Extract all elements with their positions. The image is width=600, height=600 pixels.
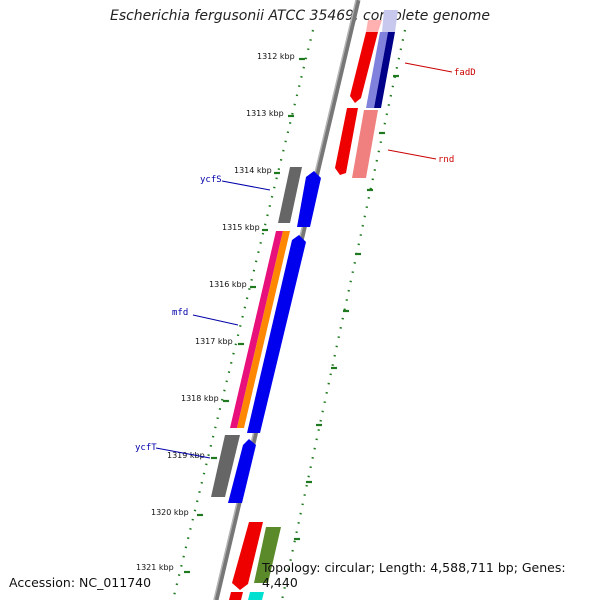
gene-lower-red-2[interactable] (229, 592, 243, 600)
label-line-mfd (192, 314, 239, 326)
gene-label-rnd[interactable]: rnd (438, 155, 454, 165)
genome-summary-text: Topology: circular; Length: 4,588,711 bp… (262, 560, 566, 590)
label-line-rnd (387, 149, 437, 160)
scale-label-1321: 1321 kbp (136, 563, 174, 572)
gene-lower-red[interactable] (232, 522, 263, 590)
scale-label-1314: 1314 kbp (234, 166, 272, 175)
gene-mfd-orange[interactable] (237, 231, 290, 428)
gene-lower-olive[interactable] (254, 527, 281, 583)
major-ticks (184, 57, 305, 574)
scale-label-1319: 1319 kbp (167, 451, 205, 460)
gene-rnd-pink[interactable] (352, 110, 378, 178)
gene-mfd-magenta[interactable] (230, 231, 283, 428)
scale-label-1315: 1315 kbp (222, 223, 260, 232)
gene-lower-cyan[interactable] (248, 592, 264, 600)
gene-fadD-light[interactable] (366, 32, 388, 108)
gene-rnd-reverse[interactable] (335, 108, 358, 175)
accession-text: Accession: NC_011740 (9, 575, 152, 590)
gene-top-lavender[interactable] (382, 10, 398, 32)
scale-label-1313: 1313 kbp (246, 109, 284, 118)
gene-label-ycfS[interactable]: ycfS (200, 175, 222, 185)
outer-major-ticks (294, 74, 399, 541)
scale-label-1312: 1312 kbp (257, 52, 295, 61)
gene-mfd-forward[interactable] (247, 235, 306, 433)
outer-tick-ring (280, 29, 407, 600)
scale-label-1320: 1320 kbp (151, 508, 189, 517)
gene-ycfT-gray[interactable] (211, 435, 240, 497)
gene-ycfS-forward[interactable] (297, 171, 321, 227)
label-line-fadD (404, 62, 453, 73)
gene-ycfS-gray[interactable] (278, 167, 302, 223)
gene-light-red-top[interactable] (366, 20, 382, 32)
gene-label-fadD[interactable]: fadD (454, 68, 476, 78)
gene-ycfT-forward[interactable] (228, 439, 256, 503)
scale-label-1317: 1317 kbp (195, 337, 233, 346)
scale-label-1318: 1318 kbp (181, 394, 219, 403)
label-line-ycfT (155, 447, 211, 459)
scale-label-1316: 1316 kbp (209, 280, 247, 289)
gene-fadD-dark[interactable] (374, 32, 395, 108)
gene-fadD-reverse[interactable] (350, 32, 378, 103)
gene-label-ycfT[interactable]: ycfT (135, 443, 157, 453)
label-line-ycfS (221, 180, 271, 191)
gene-label-mfd[interactable]: mfd (172, 308, 188, 318)
